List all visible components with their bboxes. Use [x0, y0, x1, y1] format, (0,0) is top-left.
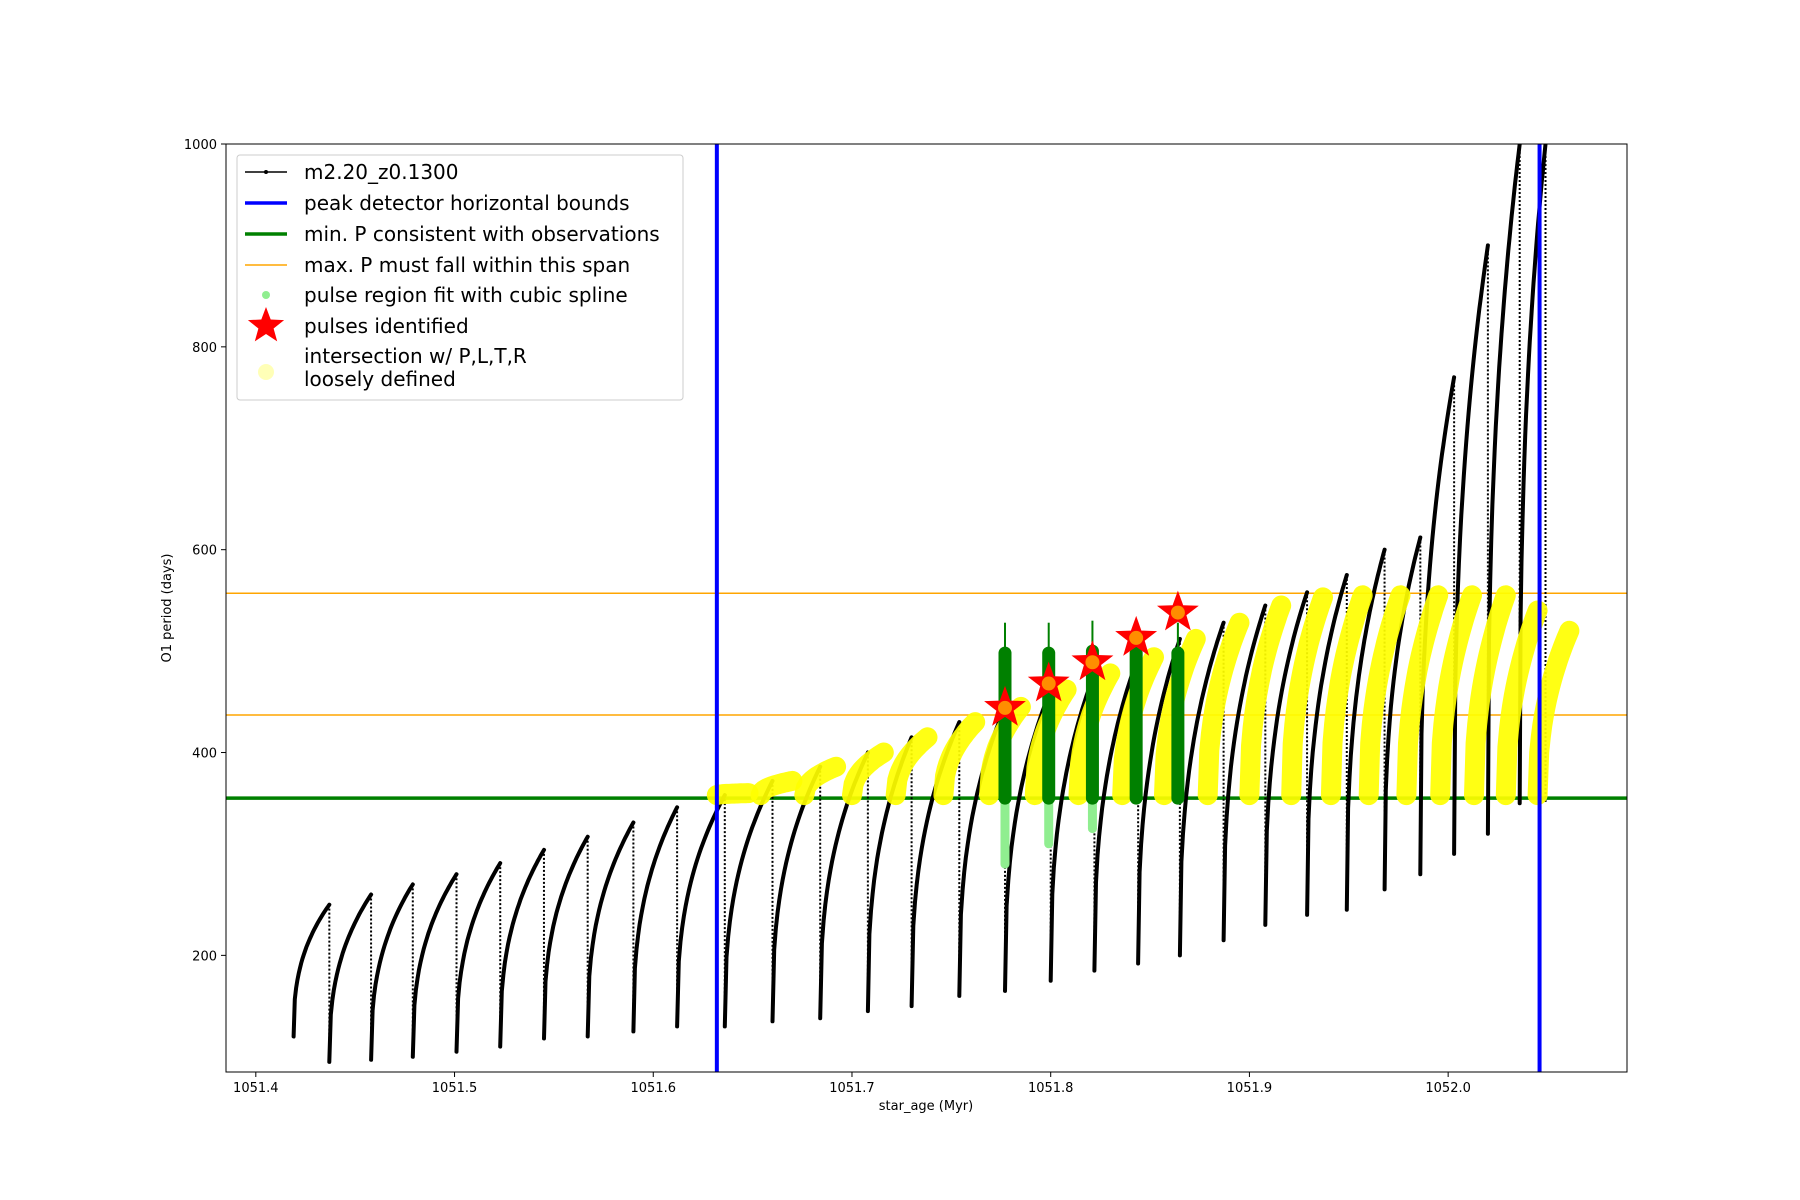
intersection-arc	[1527, 620, 1580, 806]
intersection-arc	[750, 770, 803, 806]
intersection-arc	[1464, 585, 1516, 806]
y-tick-label: 400	[192, 747, 217, 762]
intersection-arc	[933, 712, 986, 806]
pulse-star-center	[1041, 676, 1056, 691]
legend-entry-track: m2.20_z0.1300	[245, 160, 459, 184]
track-cycle	[585, 820, 636, 1039]
vertical-bound-lines	[714, 144, 1542, 1072]
x-tick-label: 1051.7	[829, 1081, 875, 1096]
track-cycle	[369, 882, 415, 1062]
intersection-arc	[1430, 585, 1482, 806]
track-cycle	[542, 834, 590, 1041]
legend-entry-star: pulses identified	[247, 307, 469, 342]
intersection-arc	[1396, 585, 1449, 806]
legend-label-spline: pulse region fit with cubic spline	[304, 283, 628, 307]
plot-frame	[225, 143, 1628, 1073]
legend-label-green: min. P consistent with observations	[304, 222, 660, 246]
track-cycle	[291, 902, 332, 1039]
y-axis: 200 400 600 800 1000	[184, 138, 226, 964]
legend: m2.20_z0.1300 peak detector horizontal b…	[236, 154, 684, 401]
pulse-star-center	[1129, 630, 1144, 645]
track-cycle	[1263, 590, 1310, 927]
legend-box	[236, 154, 684, 401]
legend-label-star: pulses identified	[304, 314, 469, 338]
track-cycle	[1177, 620, 1226, 958]
track-cycle	[1344, 547, 1387, 912]
legend-label-yellow-line2: loosely defined	[304, 367, 456, 391]
x-axis: 1051.4 1051.5 1051.6 1051.7 1051.8 1051.9 1052…	[233, 1072, 1471, 1096]
intersection-arc	[1358, 585, 1411, 806]
x-tick-label: 1051.6	[631, 1081, 677, 1096]
legend-entry-yellow: intersection w/ P,L,T,R loosely defined	[258, 344, 527, 391]
pulse-star-center	[1085, 655, 1100, 670]
y-tick-label: 800	[192, 341, 217, 356]
x-tick-label: 1051.9	[1227, 1081, 1273, 1096]
pulse-stars	[984, 590, 1199, 726]
intersection-series	[706, 585, 1580, 806]
pulse-star-center	[997, 700, 1012, 715]
track-cycle	[454, 861, 503, 1054]
y-tick-label: 200	[192, 949, 217, 964]
intersection-arc	[1495, 600, 1548, 806]
track-cycle	[631, 805, 680, 1034]
x-tick-label: 1052.0	[1425, 1081, 1471, 1096]
x-tick-label: 1051.8	[1028, 1081, 1074, 1096]
intersection-arc	[885, 727, 938, 806]
track-cycle	[498, 847, 546, 1049]
plot-area	[226, 144, 1627, 1072]
x-axis-label: star_age (Myr)	[879, 1099, 973, 1114]
track-cycle	[327, 892, 374, 1064]
track-cycle	[1452, 243, 1490, 856]
y-axis-label: O1 period (days)	[160, 553, 175, 662]
track-cycle	[1485, 144, 1522, 836]
legend-entry-spline: pulse region fit with cubic spline	[262, 283, 628, 307]
intersection-arc	[1281, 587, 1333, 806]
intersection-arc	[794, 756, 847, 806]
intersection-arc	[706, 783, 759, 806]
y-tick-label: 600	[192, 544, 217, 559]
intersection-arc	[842, 742, 894, 806]
legend-label-track: m2.20_z0.1300	[304, 160, 459, 184]
intersection-arc	[1197, 612, 1250, 806]
track-cycle	[1305, 573, 1349, 917]
legend-entry-orange: max. P must fall within this span	[245, 253, 630, 277]
legend-label-yellow: intersection w/ P,L,T,R	[304, 344, 527, 368]
pulse-star-center	[1170, 605, 1185, 620]
x-tick-label: 1051.5	[432, 1081, 478, 1096]
track-cycle	[410, 872, 459, 1059]
legend-entry-blue: peak detector horizontal bounds	[245, 191, 630, 215]
legend-label-blue: peak detector horizontal bounds	[304, 191, 630, 215]
intersection-arc	[1239, 595, 1292, 806]
legend-label-orange: max. P must fall within this span	[304, 253, 630, 277]
x-tick-label: 1051.4	[233, 1081, 279, 1096]
intersection-arc	[1320, 585, 1373, 806]
y-tick-label: 1000	[184, 138, 217, 153]
track-cycle	[1221, 603, 1268, 943]
legend-entry-green: min. P consistent with observations	[245, 222, 660, 246]
